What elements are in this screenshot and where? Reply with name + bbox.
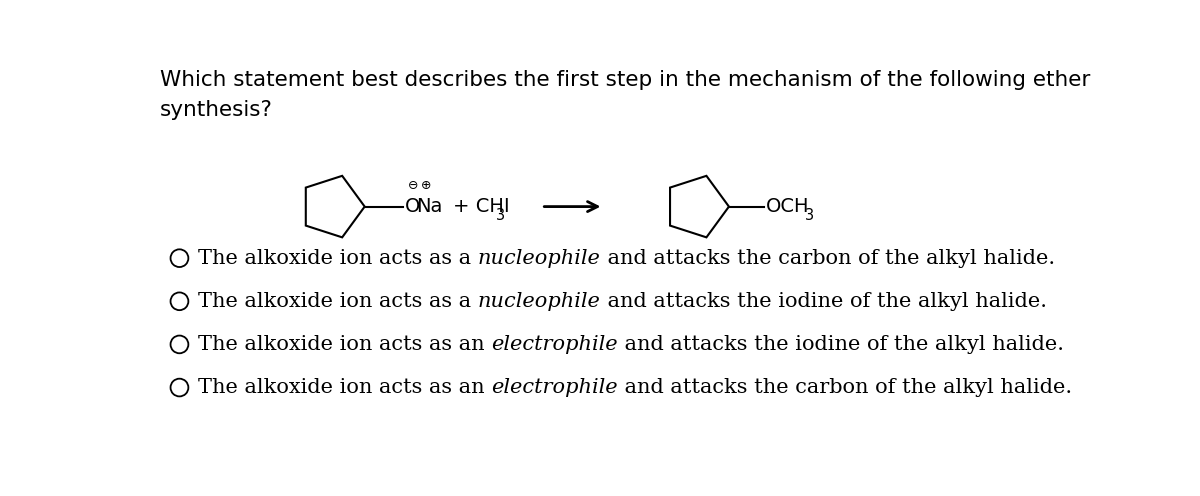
Text: The alkoxide ion acts as an: The alkoxide ion acts as an	[198, 335, 491, 354]
Text: ⊖: ⊖	[408, 179, 419, 192]
Text: Na: Na	[416, 197, 442, 216]
Text: 3: 3	[805, 208, 814, 223]
Text: electrophile: electrophile	[491, 378, 618, 397]
Text: and attacks the iodine of the alkyl halide.: and attacks the iodine of the alkyl hali…	[618, 335, 1064, 354]
Text: The alkoxide ion acts as an: The alkoxide ion acts as an	[198, 378, 491, 397]
Text: 3: 3	[497, 208, 505, 223]
Text: electrophile: electrophile	[491, 335, 618, 354]
Text: OCH: OCH	[766, 197, 810, 216]
Text: nucleophile: nucleophile	[478, 292, 601, 311]
Text: and attacks the carbon of the alkyl halide.: and attacks the carbon of the alkyl hali…	[601, 248, 1055, 268]
Text: synthesis?: synthesis?	[160, 100, 272, 121]
Text: I: I	[504, 197, 509, 216]
Text: Which statement best describes the first step in the mechanism of the following : Which statement best describes the first…	[160, 70, 1091, 90]
Text: O: O	[404, 197, 420, 216]
Text: ⊕: ⊕	[420, 179, 431, 192]
Text: and attacks the iodine of the alkyl halide.: and attacks the iodine of the alkyl hali…	[601, 292, 1046, 311]
Text: and attacks the carbon of the alkyl halide.: and attacks the carbon of the alkyl hali…	[618, 378, 1072, 397]
Text: nucleophile: nucleophile	[478, 248, 601, 268]
Text: The alkoxide ion acts as a: The alkoxide ion acts as a	[198, 292, 478, 311]
Text: The alkoxide ion acts as a: The alkoxide ion acts as a	[198, 248, 478, 268]
Text: + CH: + CH	[454, 197, 504, 216]
